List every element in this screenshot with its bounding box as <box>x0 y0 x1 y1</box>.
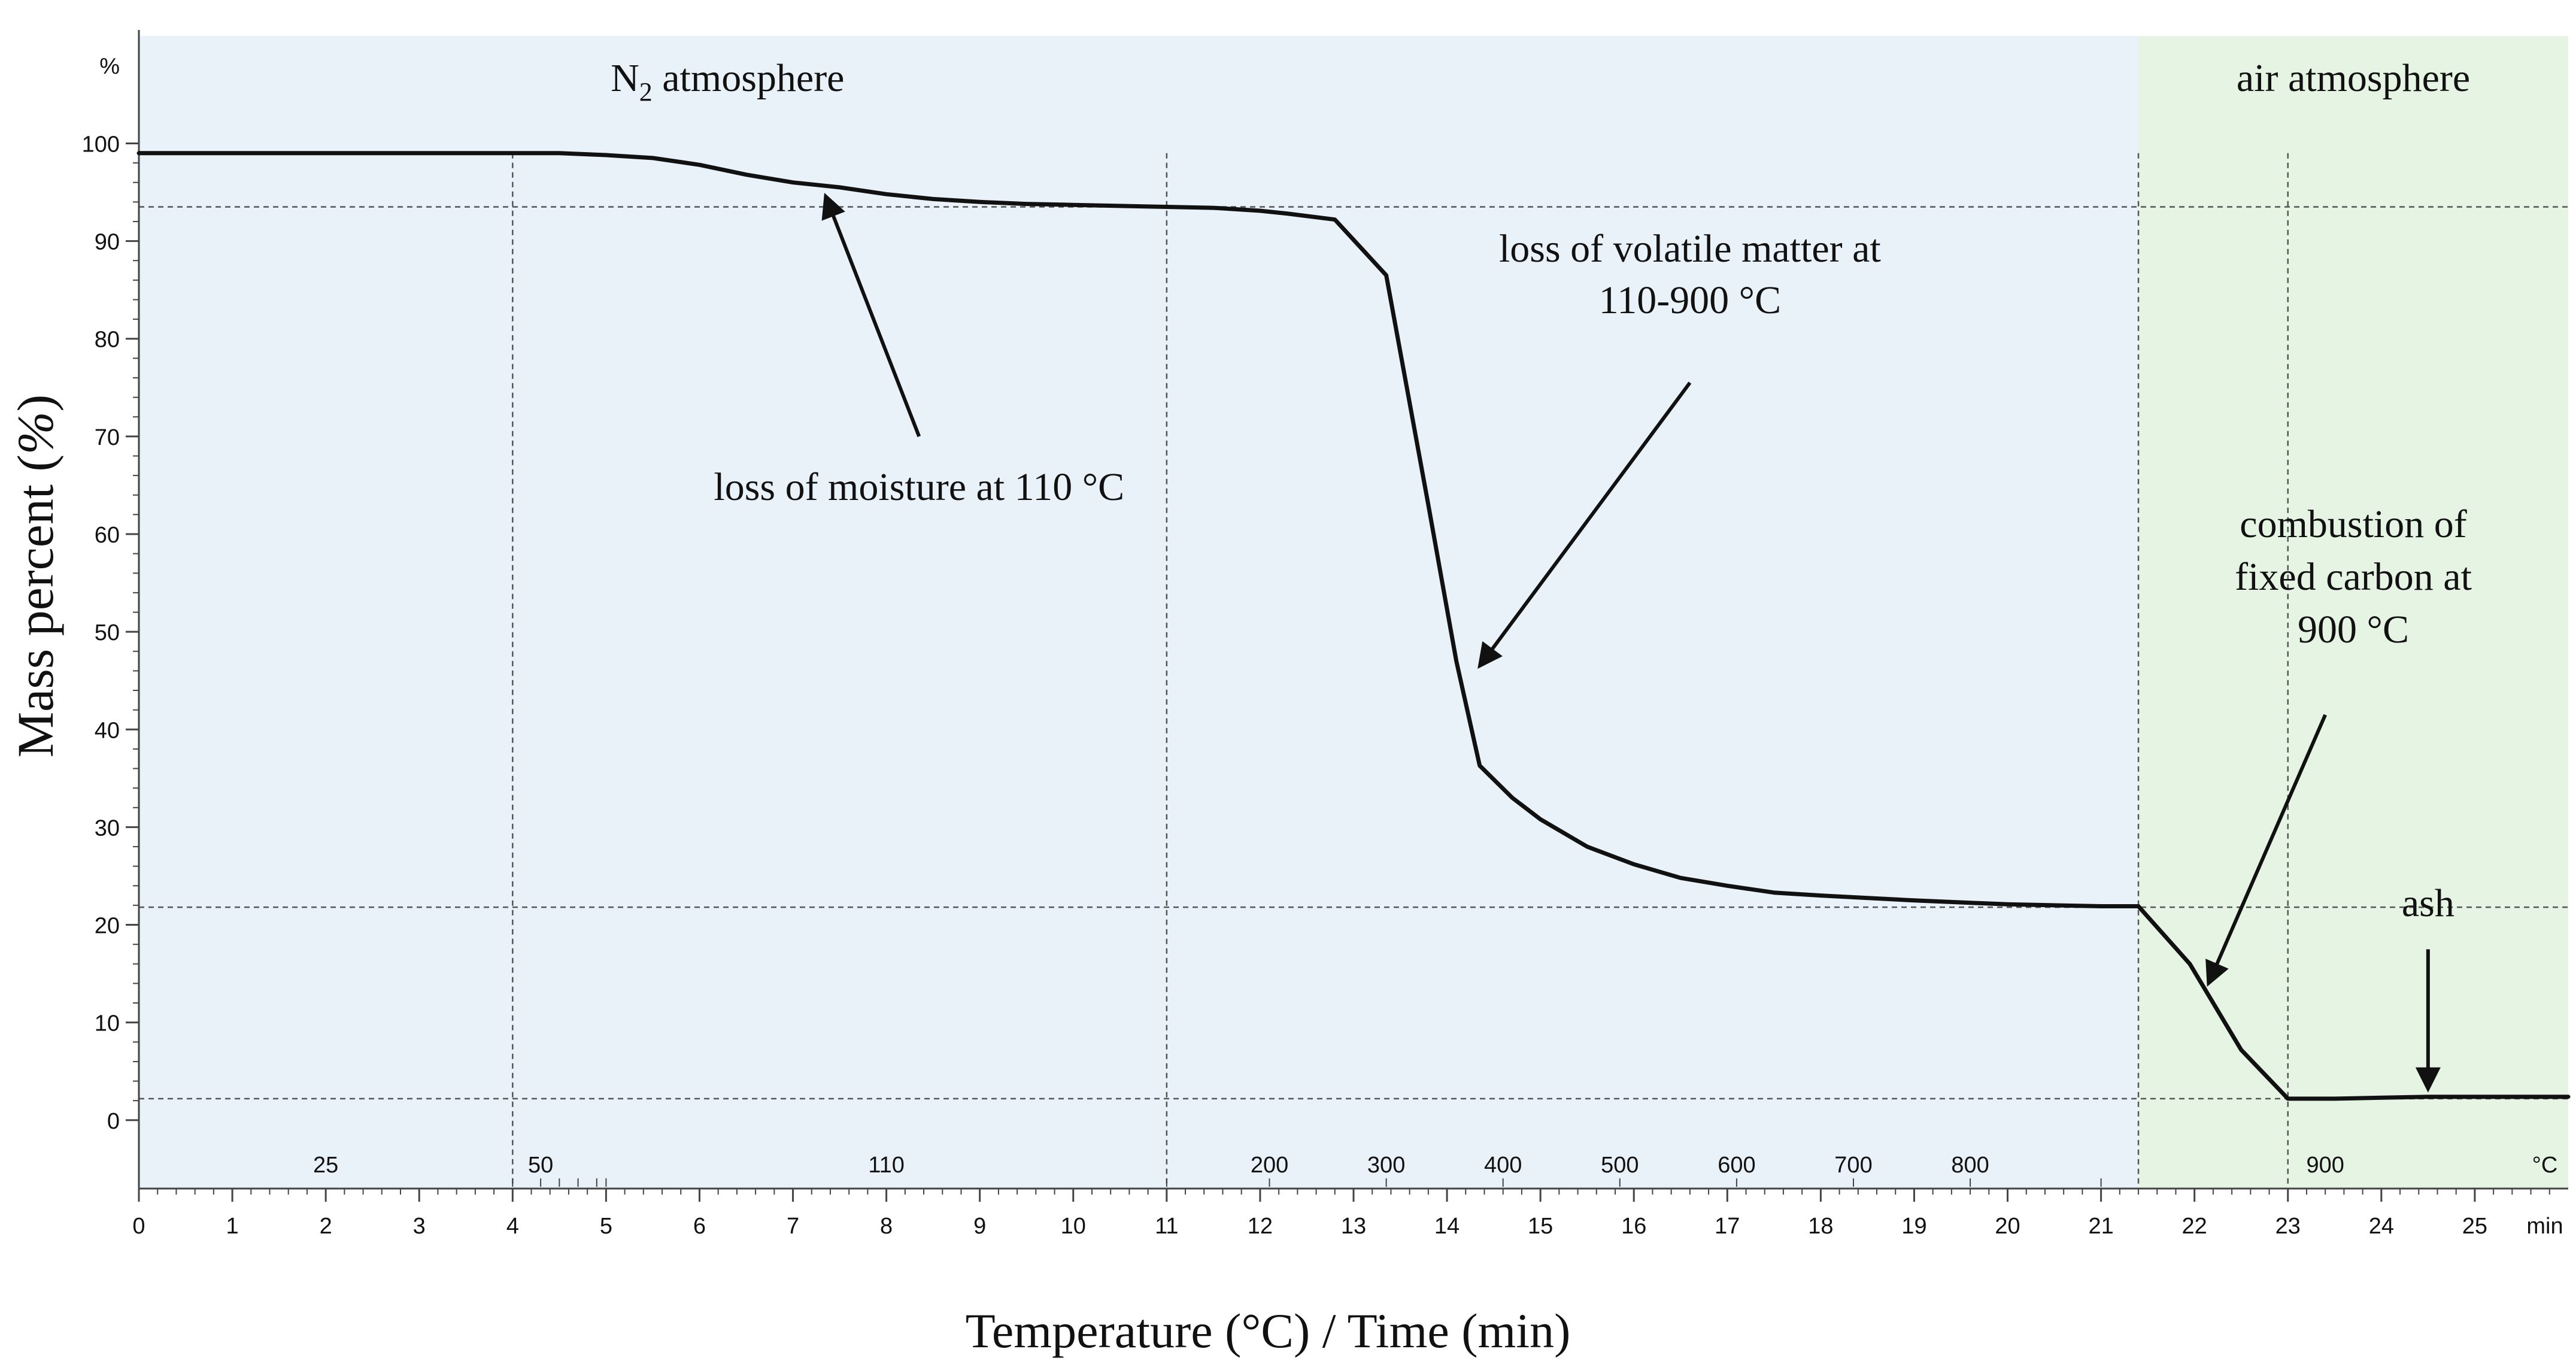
series-line-mass-percent <box>136 151 2571 1101</box>
x-tick-label: 24 <box>2369 1214 2394 1239</box>
annotation-text-volatile: 110-900 °C <box>1599 278 1781 322</box>
x-tick-label: 0 <box>132 1214 145 1239</box>
temperature-label: 200 <box>1251 1153 1288 1178</box>
temperature-unit-label: °C <box>2532 1153 2558 1178</box>
x-tick-label: 1 <box>226 1214 239 1239</box>
y-tick-label: 50 <box>95 620 120 645</box>
x-tick-label: 19 <box>1901 1214 1926 1239</box>
region-n2 <box>139 36 2139 1189</box>
y-tick-label: 40 <box>95 718 120 743</box>
x-tick-label: 11 <box>1155 1214 1178 1239</box>
y-tick-label: 10 <box>95 1011 120 1036</box>
y-title-main: Mass percent ( <box>7 454 64 757</box>
temperature-label: 25 <box>313 1153 338 1178</box>
n2-label-subscript: 2 <box>639 77 653 107</box>
x-tick-label: 25 <box>2462 1214 2487 1239</box>
annotation-text-moisture: loss of moisture at 110 °C <box>714 465 1124 509</box>
temperature-label: 600 <box>1718 1153 1755 1178</box>
y-title-unit: % <box>7 411 64 454</box>
y-axis-title: Mass percent (%) <box>7 395 64 758</box>
x-tick-label: 8 <box>880 1214 893 1239</box>
x-tick-label: 9 <box>973 1214 986 1239</box>
reference-lines <box>139 153 2568 1189</box>
n2-label-n: N <box>611 56 639 100</box>
y-tick-label: 30 <box>95 816 120 841</box>
annotation-text-combustion: 900 °C <box>2298 608 2409 651</box>
x-tick-label: 13 <box>1341 1214 1366 1239</box>
region-label-air: air atmosphere <box>2237 56 2470 100</box>
annotation-arrow-volatile <box>1477 381 1692 669</box>
x-axis-title: Temperature (°C) / Time (min) <box>966 1304 1571 1358</box>
annotation-text-combustion: combustion of <box>2240 502 2466 546</box>
y-tick-label: 100 <box>82 132 120 157</box>
x-tick-label: 22 <box>2182 1214 2207 1239</box>
annotations: loss of moisture at 110 °C loss of volati… <box>714 192 2472 1093</box>
temperature-label: 400 <box>1484 1153 1522 1178</box>
temperature-label: 50 <box>528 1153 553 1178</box>
annotation-text-volatile: loss of volatile matter at <box>1499 227 1881 271</box>
annotation-arrow-combustion <box>2205 714 2327 987</box>
y-tick-label: 70 <box>95 425 120 450</box>
x-tick-label: 5 <box>600 1214 612 1239</box>
y-unit-label: % <box>99 54 120 79</box>
x-tick-label: 23 <box>2275 1214 2301 1239</box>
y-tick-label: 60 <box>95 523 120 548</box>
series-layer <box>136 151 2571 1101</box>
x-tick-label: 17 <box>1715 1214 1740 1239</box>
x-tick-label: 16 <box>1621 1214 1646 1239</box>
annotation-arrow-moisture <box>821 192 921 437</box>
x-tick-label: 20 <box>1995 1214 2020 1239</box>
x-tick-label: 12 <box>1248 1214 1273 1239</box>
temperature-label: 900 <box>2306 1153 2344 1178</box>
x-tick-label: 18 <box>1808 1214 1833 1239</box>
x-tick-label: 3 <box>413 1214 426 1239</box>
y-title-close: ) <box>7 395 64 412</box>
temperature-label: 700 <box>1834 1153 1872 1178</box>
x-tick-label: 10 <box>1061 1214 1086 1239</box>
x-tick-label: 7 <box>787 1214 799 1239</box>
x-tick-label: 15 <box>1528 1214 1553 1239</box>
annotation-text-combustion: fixed carbon at <box>2235 555 2472 599</box>
temperature-label: 110 <box>868 1153 905 1178</box>
n2-label-rest: atmosphere <box>653 56 845 100</box>
region-label-n2: N2 atmosphere <box>611 56 844 107</box>
background-regions <box>139 36 2568 1189</box>
temperature-label: 300 <box>1367 1153 1405 1178</box>
y-tick-label: 80 <box>95 328 120 353</box>
annotation-text-ash: ash <box>2402 881 2454 925</box>
x-tick-label: 2 <box>320 1214 332 1239</box>
x-tick-label: 4 <box>506 1214 519 1239</box>
y-tick-label: 20 <box>95 914 120 939</box>
x-tick-label: 21 <box>2088 1214 2113 1239</box>
y-tick-label: 0 <box>107 1109 120 1134</box>
temperature-label: 500 <box>1601 1153 1639 1178</box>
temperature-label: 800 <box>1951 1153 1989 1178</box>
x-tick-label: 14 <box>1434 1214 1460 1239</box>
x-unit-label: min <box>2526 1214 2563 1239</box>
y-tick-label: 90 <box>95 230 120 255</box>
x-tick-label: 6 <box>693 1214 706 1239</box>
